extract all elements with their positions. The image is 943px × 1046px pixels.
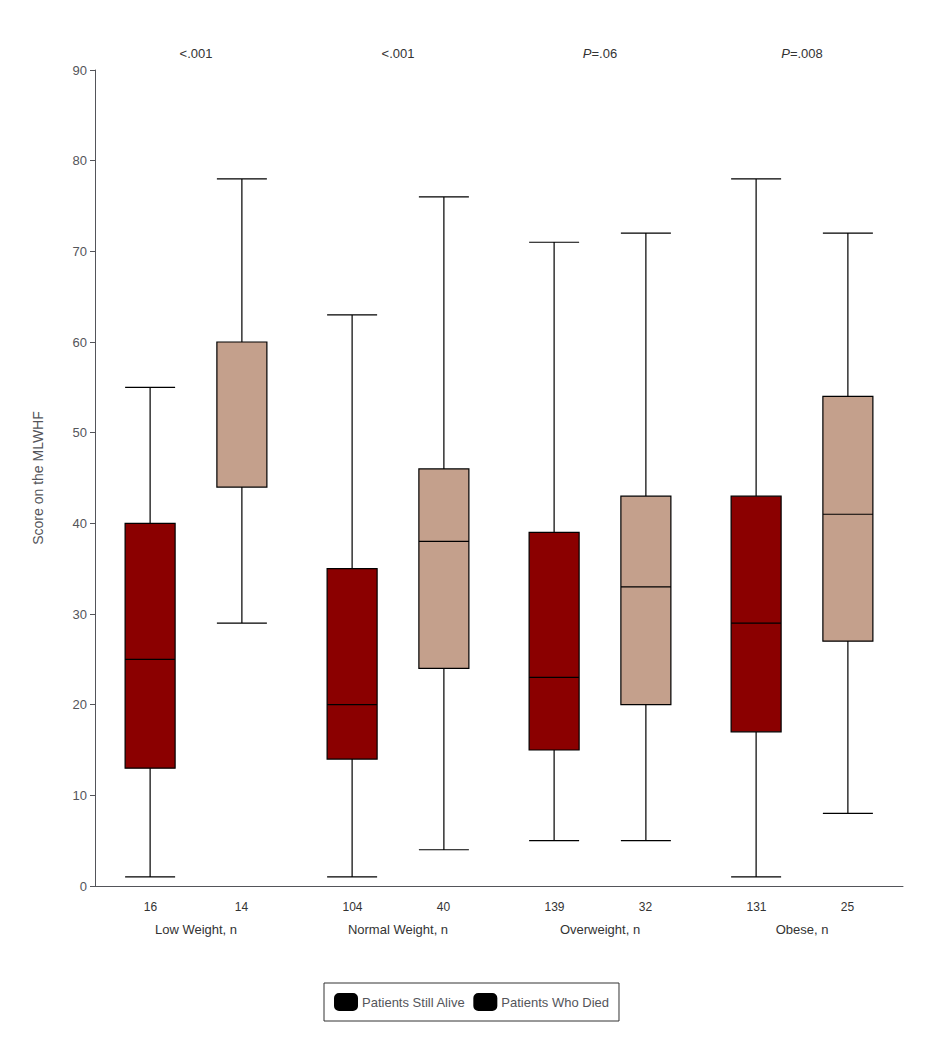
svg-text:<.001: <.001 bbox=[180, 46, 213, 61]
svg-text:70: 70 bbox=[73, 244, 87, 259]
svg-text:0: 0 bbox=[80, 879, 87, 894]
svg-text:10: 10 bbox=[73, 788, 87, 803]
svg-text:P: P bbox=[583, 46, 592, 61]
svg-text:30: 30 bbox=[73, 607, 87, 622]
svg-text:Normal Weight, n: Normal Weight, n bbox=[348, 922, 448, 937]
svg-text:Patients Still Alive: Patients Still Alive bbox=[362, 995, 465, 1010]
svg-text:Low Weight, n: Low Weight, n bbox=[155, 922, 237, 937]
svg-text:Overweight, n: Overweight, n bbox=[560, 922, 640, 937]
svg-text:131: 131 bbox=[746, 900, 766, 914]
svg-text:=.06: =.06 bbox=[591, 46, 617, 61]
svg-text:50: 50 bbox=[73, 425, 87, 440]
svg-text:40: 40 bbox=[437, 900, 451, 914]
svg-text:Patients Who Died: Patients Who Died bbox=[501, 995, 609, 1010]
svg-text:P: P bbox=[781, 46, 790, 61]
svg-text:32: 32 bbox=[639, 900, 653, 914]
svg-text:104: 104 bbox=[342, 900, 362, 914]
svg-text:90: 90 bbox=[73, 63, 87, 78]
svg-text:=.008: =.008 bbox=[790, 46, 823, 61]
svg-text:16: 16 bbox=[144, 900, 158, 914]
svg-text:Obese, n: Obese, n bbox=[776, 922, 829, 937]
svg-text:20: 20 bbox=[73, 697, 87, 712]
svg-text:Score on the MLWHF: Score on the MLWHF bbox=[30, 411, 46, 545]
svg-text:14: 14 bbox=[235, 900, 249, 914]
svg-text:40: 40 bbox=[73, 516, 87, 531]
svg-text:<.001: <.001 bbox=[382, 46, 415, 61]
svg-text:139: 139 bbox=[544, 900, 564, 914]
svg-text:80: 80 bbox=[73, 153, 87, 168]
svg-text:25: 25 bbox=[841, 900, 855, 914]
svg-text:60: 60 bbox=[73, 335, 87, 350]
